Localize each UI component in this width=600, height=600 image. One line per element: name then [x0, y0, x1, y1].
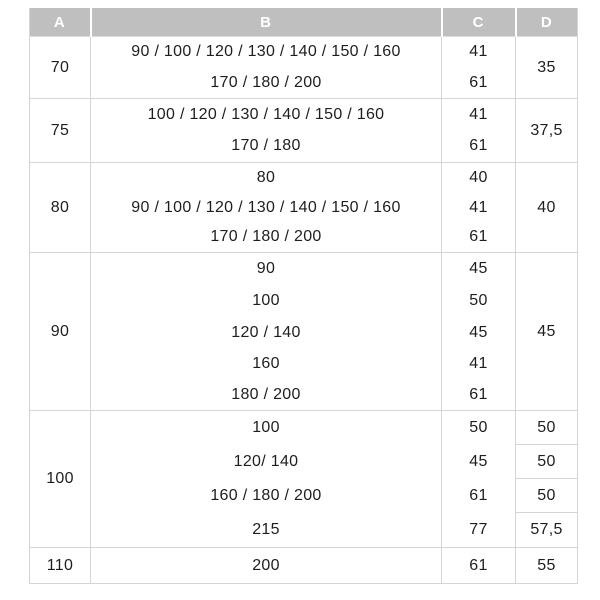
c-value-cell: 41: [441, 98, 516, 131]
a-value-cell: 100: [29, 410, 91, 548]
c-value-cell: 45: [441, 252, 516, 285]
c-value-cell: 50: [441, 284, 516, 317]
table-row: 180 / 200 61: [30, 379, 578, 411]
header-cell-a: A: [29, 8, 91, 37]
table-row: 170 / 180 61: [30, 130, 578, 163]
b-values-cell: 170 / 180 / 200: [90, 67, 442, 99]
table-row: 110 200 61 55: [29, 547, 578, 584]
c-value-cell: 61: [441, 222, 516, 253]
b-values-cell: 170 / 180 / 200: [90, 222, 442, 253]
c-value-cell: 61: [441, 478, 516, 513]
header-cell-d: D: [514, 8, 578, 37]
d-value-cell: 45: [515, 252, 578, 411]
header-row: A B C D: [29, 8, 578, 37]
b-values-cell: 200: [90, 547, 442, 584]
b-values-cell: 90 / 100 / 120 / 130 / 140 / 150 / 160: [90, 192, 442, 223]
c-value-cell: 61: [441, 379, 516, 411]
table-row: 120/ 140 45 50: [30, 444, 578, 479]
table-row: 100 50: [30, 284, 578, 317]
table-row: 90 90 45 45: [29, 252, 578, 411]
b-values-cell: 120 / 140: [90, 316, 442, 349]
a-value-cell: 80: [29, 162, 91, 253]
c-value-cell: 77: [441, 512, 516, 548]
table-row: 215 77 57,5: [30, 512, 578, 548]
table-row: 100 100 50 50: [29, 410, 578, 548]
header-cell-b: B: [89, 8, 442, 37]
table-row: 70 90 / 100 / 120 / 130 / 140 / 150 / 16…: [29, 36, 578, 99]
c-value-cell: 61: [441, 130, 516, 163]
c-value-cell: 45: [441, 444, 516, 479]
a-value-cell: 70: [29, 36, 91, 99]
b-values-cell: 215: [90, 512, 442, 548]
c-value-cell: 61: [441, 67, 516, 99]
table-row: 90 / 100 / 120 / 130 / 140 / 150 / 160 4…: [30, 192, 578, 223]
table-row: 170 / 180 / 200 61: [30, 67, 578, 99]
table-row: 75 100 / 120 / 130 / 140 / 150 / 160 41 …: [29, 98, 578, 163]
c-value-cell: 50: [441, 410, 516, 445]
c-value-cell: 61: [441, 547, 516, 584]
b-values-cell: 90: [90, 252, 442, 285]
a-value-cell: 75: [29, 98, 91, 163]
d-value-cell: 55: [515, 547, 578, 584]
b-values-cell: 100: [90, 284, 442, 317]
d-value-cell: 40: [515, 162, 578, 253]
d-value-cell: 35: [515, 36, 578, 99]
b-values-cell: 160: [90, 348, 442, 380]
c-value-cell: 40: [441, 162, 516, 193]
d-value-cell: 57,5: [515, 512, 578, 548]
b-values-cell: 100 / 120 / 130 / 140 / 150 / 160: [90, 98, 442, 131]
b-values-cell: 80: [90, 162, 442, 193]
b-values-cell: 120/ 140: [90, 444, 442, 479]
table-row: 120 / 140 45: [30, 316, 578, 349]
table-row: 80 80 40 40: [29, 162, 578, 253]
spec-table: A B C D 70 90 / 100 / 120 / 130 / 140 / …: [29, 8, 578, 584]
b-values-cell: 180 / 200: [90, 379, 442, 411]
d-value-cell: 50: [515, 410, 578, 445]
table-row: 170 / 180 / 200 61: [30, 222, 578, 253]
c-value-cell: 45: [441, 316, 516, 349]
c-value-cell: 41: [441, 348, 516, 380]
table-row: 160 41: [30, 348, 578, 380]
header-cell-c: C: [440, 8, 516, 37]
a-value-cell: 110: [29, 547, 91, 584]
a-value-cell: 90: [29, 252, 91, 411]
c-value-cell: 41: [441, 36, 516, 68]
b-values-cell: 100: [90, 410, 442, 445]
c-value-cell: 41: [441, 192, 516, 223]
b-values-cell: 160 / 180 / 200: [90, 478, 442, 513]
d-value-cell: 50: [515, 478, 578, 513]
b-values-cell: 90 / 100 / 120 / 130 / 140 / 150 / 160: [90, 36, 442, 68]
b-values-cell: 170 / 180: [90, 130, 442, 163]
d-value-cell: 37,5: [515, 98, 578, 163]
table-row: 160 / 180 / 200 61 50: [30, 478, 578, 513]
d-value-cell: 50: [515, 444, 578, 479]
